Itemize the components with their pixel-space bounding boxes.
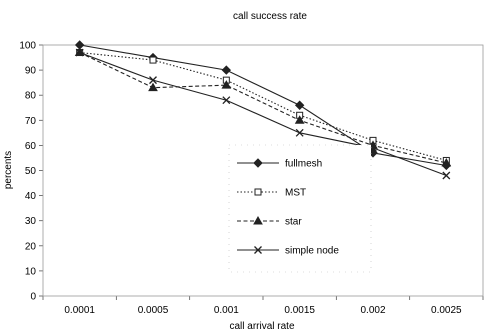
y-tick-label: 10: [25, 266, 37, 277]
x-tick-label: 0.0015: [284, 305, 315, 316]
series-line: [79, 51, 447, 161]
legend-item: MST: [237, 188, 306, 199]
y-tick-label: 60: [25, 141, 37, 152]
data-point: [148, 82, 158, 92]
y-tick-label: 70: [25, 116, 37, 127]
legend-label: simple node: [285, 246, 339, 257]
x-axis: 0.0001 0.0005 0.001 0.0015 0.002 0.0025: [42, 296, 484, 316]
series-line: [79, 52, 447, 177]
y-tick-label: 80: [25, 91, 37, 102]
plot-area-frame: [42, 44, 484, 297]
x-tick-label: 0.0001: [64, 305, 95, 316]
data-point: [75, 48, 84, 57]
data-point: [222, 96, 231, 105]
data-point: [295, 128, 304, 137]
y-axis: 0 10 20 30 40 50 60 70 80 90 100: [19, 41, 43, 303]
data-point: [442, 171, 451, 180]
data-point: [221, 65, 232, 75]
y-tick-label: 50: [25, 166, 37, 177]
legend: fullmesh MST star simple node: [228, 144, 372, 273]
legend-marker: [254, 246, 262, 254]
series-line: [79, 44, 447, 167]
legend-marker: [253, 215, 263, 225]
series-line: [79, 52, 447, 164]
legend-marker: [253, 158, 263, 168]
series-layer: [74, 40, 452, 180]
x-tick-label: 0.002: [360, 305, 385, 316]
chart-title: call success rate: [233, 11, 307, 22]
data-point: [149, 56, 157, 64]
legend-marker: [254, 188, 262, 196]
x-axis-label: call arrival rate: [229, 321, 294, 332]
y-tick-label: 100: [19, 41, 36, 52]
legend-label: fullmesh: [285, 159, 322, 170]
data-point: [149, 76, 157, 85]
data-point: [294, 100, 305, 110]
y-axis-label: percents: [3, 151, 14, 189]
legend-box: [228, 144, 372, 273]
legend-label: star: [285, 217, 302, 228]
y-tick-label: 0: [30, 292, 36, 303]
x-tick-label: 0.0025: [431, 305, 462, 316]
legend-item: fullmesh: [237, 158, 322, 170]
data-point: [441, 157, 452, 167]
y-tick-label: 20: [25, 241, 37, 252]
legend-item: simple node: [237, 246, 339, 257]
legend-label: MST: [285, 188, 306, 199]
series-simple-node: [75, 48, 451, 180]
y-tick-label: 40: [25, 191, 37, 202]
y-tick-label: 90: [25, 66, 37, 77]
x-tick-label: 0.0005: [138, 305, 169, 316]
data-point: [294, 115, 305, 124]
legend-item: star: [237, 215, 302, 228]
y-tick-label: 30: [25, 216, 37, 227]
data-point: [221, 80, 232, 89]
x-tick-label: 0.001: [214, 305, 239, 316]
